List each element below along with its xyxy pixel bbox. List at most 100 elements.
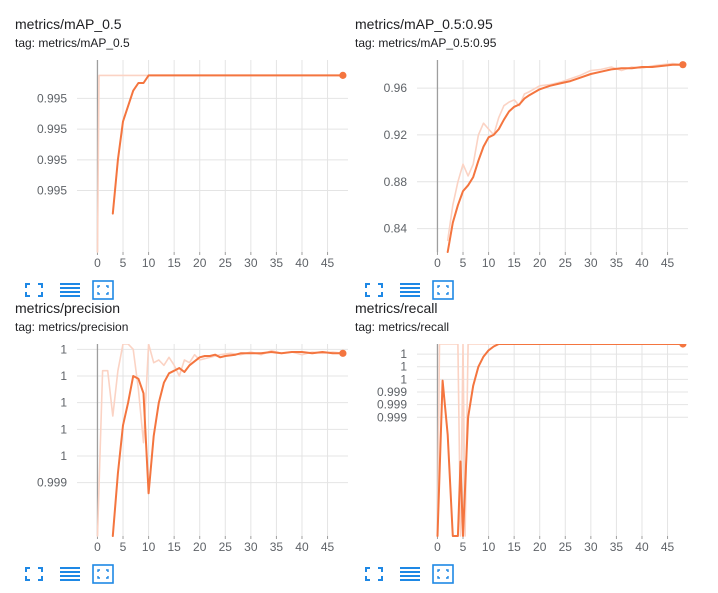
toggle-log-scale-button[interactable] (399, 564, 421, 584)
x-tick-label: 45 (661, 256, 675, 270)
fullscreen-icon (365, 567, 383, 581)
fit-domain-icon (92, 280, 114, 300)
y-tick-label: 0.999 (377, 398, 407, 412)
fit-domain-button[interactable] (432, 564, 454, 584)
lines-icon (400, 567, 420, 581)
chart-plot[interactable]: 0.995 0.995 0.995 0.995 0 5 10 15 20 25 30 35 40 45 (15, 60, 355, 272)
y-tick-label: 0.96 (384, 81, 408, 95)
fit-domain-button[interactable] (432, 280, 454, 300)
fullscreen-button[interactable] (23, 280, 45, 300)
x-tick-label: 35 (610, 540, 624, 554)
x-tick-label: 40 (635, 540, 649, 554)
y-tick-label: 0.84 (384, 222, 408, 236)
x-tick-label: 40 (635, 256, 649, 270)
x-tick-label: 40 (295, 540, 309, 554)
x-tick-label: 0 (94, 540, 101, 554)
x-tick-label: 10 (482, 540, 496, 554)
chart-plot[interactable]: 1 1 1 0.999 0.999 0.999 0 5 10 15 20 25 30 35 40 45 (355, 344, 695, 556)
chart-card-recall: metrics/recall tag: metrics/recall 1 1 1 0.… (355, 300, 695, 590)
lines-icon (60, 283, 80, 297)
x-tick-label: 45 (321, 540, 335, 554)
y-tick-label: 1 (60, 344, 67, 356)
chart-card-map0595: metrics/mAP_0.5:0.95 tag: metrics/mAP_0.… (355, 16, 695, 306)
series-line-raw (436, 344, 684, 537)
series-line-smoothed (436, 344, 684, 537)
x-tick-label: 10 (142, 540, 156, 554)
chart-title: metrics/mAP_0.5 (15, 16, 122, 32)
series-end-marker (679, 61, 687, 69)
fullscreen-icon (25, 283, 43, 297)
x-tick-label: 25 (219, 256, 233, 270)
chart-toolbar (23, 564, 133, 584)
x-tick-label: 0 (434, 256, 441, 270)
fit-domain-button[interactable] (92, 564, 114, 584)
fullscreen-icon (25, 567, 43, 581)
x-tick-label: 25 (559, 540, 573, 554)
x-tick-label: 10 (482, 256, 496, 270)
x-tick-label: 5 (460, 256, 467, 270)
chart-toolbar (363, 280, 473, 300)
toggle-log-scale-button[interactable] (399, 280, 421, 300)
x-tick-label: 15 (507, 540, 521, 554)
y-tick-label: 0.92 (384, 128, 408, 142)
y-tick-label: 1 (60, 396, 67, 410)
chart-title: metrics/recall (355, 300, 438, 316)
fullscreen-button[interactable] (363, 280, 385, 300)
fullscreen-button[interactable] (23, 564, 45, 584)
fit-domain-button[interactable] (92, 280, 114, 300)
series-end-marker (679, 344, 687, 348)
series-line-smoothed (111, 351, 344, 537)
y-tick-label: 1 (60, 422, 67, 436)
x-tick-label: 35 (270, 256, 284, 270)
x-tick-label: 20 (533, 256, 547, 270)
y-tick-label: 1 (60, 449, 67, 463)
fit-domain-icon (432, 564, 454, 584)
x-tick-label: 30 (244, 540, 258, 554)
x-tick-label: 15 (167, 540, 181, 554)
y-tick-label: 1 (60, 369, 67, 383)
x-tick-label: 15 (167, 256, 181, 270)
y-tick-label: 0.88 (384, 175, 408, 189)
x-tick-label: 10 (142, 256, 156, 270)
x-tick-label: 0 (94, 256, 101, 270)
x-tick-label: 45 (321, 256, 335, 270)
fullscreen-button[interactable] (363, 564, 385, 584)
x-tick-label: 0 (434, 540, 441, 554)
series-end-marker (339, 71, 347, 79)
x-tick-label: 5 (120, 256, 127, 270)
y-tick-label: 0.999 (37, 476, 67, 490)
x-tick-label: 5 (120, 540, 127, 554)
series-line-smoothed (111, 74, 344, 215)
y-tick-label: 1 (400, 372, 407, 386)
x-tick-label: 30 (244, 256, 258, 270)
chart-plot[interactable]: 1 1 1 1 1 0.999 0 5 10 15 20 25 30 35 40 45 (15, 344, 355, 556)
fit-domain-icon (432, 280, 454, 300)
chart-title: metrics/precision (15, 300, 121, 316)
chart-svg[interactable]: 0.96 0.92 0.88 0.84 0 5 10 15 20 25 30 35 40 45 (355, 60, 695, 272)
y-tick-label: 0.995 (37, 184, 67, 198)
chart-card-precision: metrics/precision tag: metrics/precision… (15, 300, 355, 590)
lines-icon (400, 283, 420, 297)
chart-svg[interactable]: 0.995 0.995 0.995 0.995 0 5 10 15 20 25 30 35 40 45 (15, 60, 355, 272)
x-tick-label: 30 (584, 540, 598, 554)
x-tick-label: 20 (193, 540, 207, 554)
fullscreen-icon (365, 283, 383, 297)
series-line-raw (96, 74, 344, 253)
y-tick-label: 0.999 (377, 385, 407, 399)
x-tick-label: 20 (193, 256, 207, 270)
x-tick-label: 20 (533, 540, 547, 554)
chart-svg[interactable]: 1 1 1 1 1 0.999 0 5 10 15 20 25 30 35 40 45 (15, 344, 355, 556)
y-tick-label: 0.995 (37, 91, 67, 105)
chart-plot[interactable]: 0.96 0.92 0.88 0.84 0 5 10 15 20 25 30 35 40 45 (355, 60, 695, 272)
toggle-log-scale-button[interactable] (59, 280, 81, 300)
series-line-smoothed (446, 63, 684, 253)
x-tick-label: 25 (559, 256, 573, 270)
x-tick-label: 35 (610, 256, 624, 270)
toggle-log-scale-button[interactable] (59, 564, 81, 584)
series-end-marker (339, 349, 347, 357)
y-tick-label: 1 (400, 360, 407, 374)
chart-tag: tag: metrics/recall (355, 320, 450, 334)
chart-tag: tag: metrics/mAP_0.5 (15, 36, 130, 50)
y-tick-label: 0.995 (37, 122, 67, 136)
